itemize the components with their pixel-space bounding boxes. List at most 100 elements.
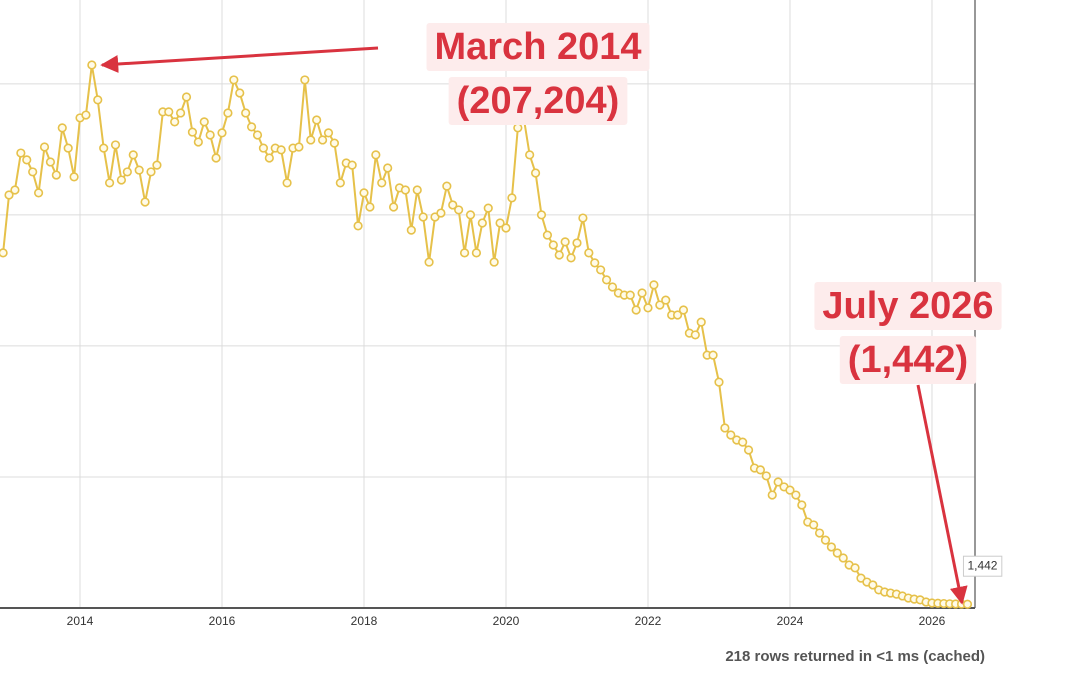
- point: [388, 202, 399, 212]
- point: [536, 210, 547, 220]
- point: [501, 223, 511, 233]
- point: [850, 563, 860, 573]
- point: [809, 520, 819, 530]
- point: [631, 305, 641, 315]
- point: [720, 423, 730, 433]
- point: [448, 200, 458, 210]
- point: [738, 437, 748, 447]
- point: [122, 167, 132, 177]
- data-label-bg: [962, 555, 1003, 577]
- point: [365, 202, 375, 212]
- x-tick-label: 2020: [493, 614, 520, 628]
- point: [312, 115, 322, 125]
- annotation-bg: [448, 77, 628, 125]
- series: 1,442: [0, 60, 1003, 609]
- point: [347, 160, 357, 170]
- point: [110, 140, 121, 150]
- point: [661, 295, 671, 305]
- point: [39, 142, 50, 152]
- point: [566, 253, 576, 263]
- annotation-bg: [839, 336, 977, 384]
- point: [16, 148, 26, 158]
- point: [45, 157, 56, 167]
- point: [146, 167, 156, 177]
- point: [87, 60, 97, 70]
- point: [690, 330, 700, 340]
- point: [69, 172, 79, 182]
- point: [477, 218, 487, 228]
- point: [643, 303, 653, 313]
- point: [820, 535, 831, 545]
- point: [217, 128, 227, 138]
- point: [235, 88, 245, 98]
- point: [755, 465, 766, 475]
- point: [726, 430, 736, 440]
- point: [175, 108, 186, 118]
- point: [181, 92, 192, 102]
- point: [672, 310, 683, 320]
- point: [773, 477, 783, 487]
- point: [791, 490, 801, 500]
- point: [28, 167, 38, 177]
- point: [353, 221, 363, 231]
- point: [223, 108, 233, 118]
- arrow: [100, 46, 379, 73]
- point: [483, 203, 493, 213]
- point: [459, 248, 470, 258]
- point: [329, 138, 340, 148]
- point: [4, 190, 14, 200]
- point: [625, 290, 635, 300]
- point: [294, 142, 304, 152]
- point: [81, 110, 91, 120]
- point: [418, 212, 428, 222]
- point: [838, 553, 848, 563]
- point: [10, 185, 20, 195]
- point: [572, 238, 582, 248]
- point: [649, 280, 659, 290]
- point: [607, 282, 618, 292]
- point: [601, 275, 612, 285]
- point: [170, 117, 180, 127]
- annotation-bg: [426, 23, 650, 71]
- point: [424, 257, 434, 267]
- point: [406, 225, 416, 235]
- point: [868, 580, 878, 590]
- point: [306, 135, 316, 145]
- data-label: 1,442: [967, 558, 997, 572]
- point: [33, 188, 44, 198]
- point: [140, 197, 150, 207]
- point: [51, 170, 61, 180]
- annotation: July 2026: [822, 285, 993, 327]
- point: [164, 107, 174, 117]
- point: [229, 75, 239, 85]
- point: [323, 128, 334, 138]
- point: [797, 500, 807, 510]
- point: [134, 165, 144, 175]
- point: [826, 542, 836, 552]
- point: [211, 153, 221, 163]
- point: [317, 135, 328, 145]
- point: [785, 485, 795, 495]
- point: [0, 248, 8, 258]
- point: [400, 185, 411, 195]
- point: [743, 445, 754, 455]
- point: [99, 143, 109, 153]
- point: [696, 317, 706, 327]
- point: [246, 122, 257, 132]
- point: [548, 240, 558, 250]
- point: [507, 193, 517, 203]
- x-tick-label: 2022: [635, 614, 662, 628]
- x-tick-label: 2016: [209, 614, 236, 628]
- point: [590, 258, 600, 268]
- point: [116, 175, 127, 185]
- point: [442, 181, 452, 191]
- point: [412, 185, 422, 195]
- annotation: (207,204): [457, 80, 620, 122]
- point: [436, 208, 446, 218]
- point: [104, 178, 115, 188]
- point: [335, 178, 345, 188]
- point: [282, 178, 292, 188]
- point: [63, 143, 73, 153]
- point: [471, 248, 482, 258]
